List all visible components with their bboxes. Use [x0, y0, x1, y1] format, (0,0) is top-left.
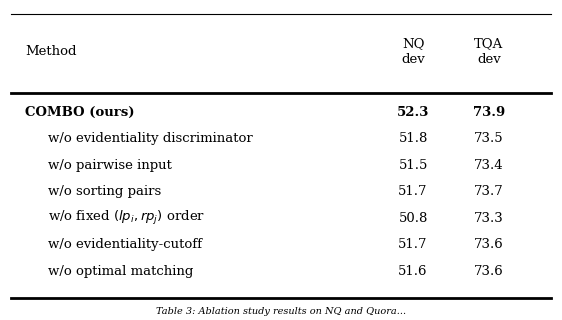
Text: Method: Method: [25, 45, 77, 58]
Text: 73.5: 73.5: [474, 132, 504, 145]
Text: 73.6: 73.6: [474, 265, 504, 278]
Text: 73.6: 73.6: [474, 238, 504, 251]
Text: 73.7: 73.7: [474, 185, 504, 198]
Text: w/o evidentiality discriminator: w/o evidentiality discriminator: [48, 132, 252, 145]
Text: w/o fixed $(lp_i, rp_j)$ order: w/o fixed $(lp_i, rp_j)$ order: [48, 209, 205, 227]
Text: 50.8: 50.8: [398, 212, 428, 225]
Text: w/o sorting pairs: w/o sorting pairs: [48, 185, 161, 198]
Text: 73.4: 73.4: [474, 159, 504, 172]
Text: NQ
dev: NQ dev: [401, 37, 425, 66]
Text: 73.3: 73.3: [474, 212, 504, 225]
Text: w/o optimal matching: w/o optimal matching: [48, 265, 193, 278]
Text: COMBO (ours): COMBO (ours): [25, 106, 135, 118]
Text: 52.3: 52.3: [397, 106, 429, 118]
Text: 51.8: 51.8: [398, 132, 428, 145]
Text: w/o pairwise input: w/o pairwise input: [48, 159, 171, 172]
Text: Table 3: Ablation study results on NQ and Quora...: Table 3: Ablation study results on NQ an…: [156, 307, 406, 316]
Text: TQA
dev: TQA dev: [474, 37, 504, 66]
Text: 51.7: 51.7: [398, 185, 428, 198]
Text: 51.6: 51.6: [398, 265, 428, 278]
Text: 51.7: 51.7: [398, 238, 428, 251]
Text: 73.9: 73.9: [473, 106, 505, 118]
Text: w/o evidentiality-cutoff: w/o evidentiality-cutoff: [48, 238, 202, 251]
Text: 51.5: 51.5: [398, 159, 428, 172]
